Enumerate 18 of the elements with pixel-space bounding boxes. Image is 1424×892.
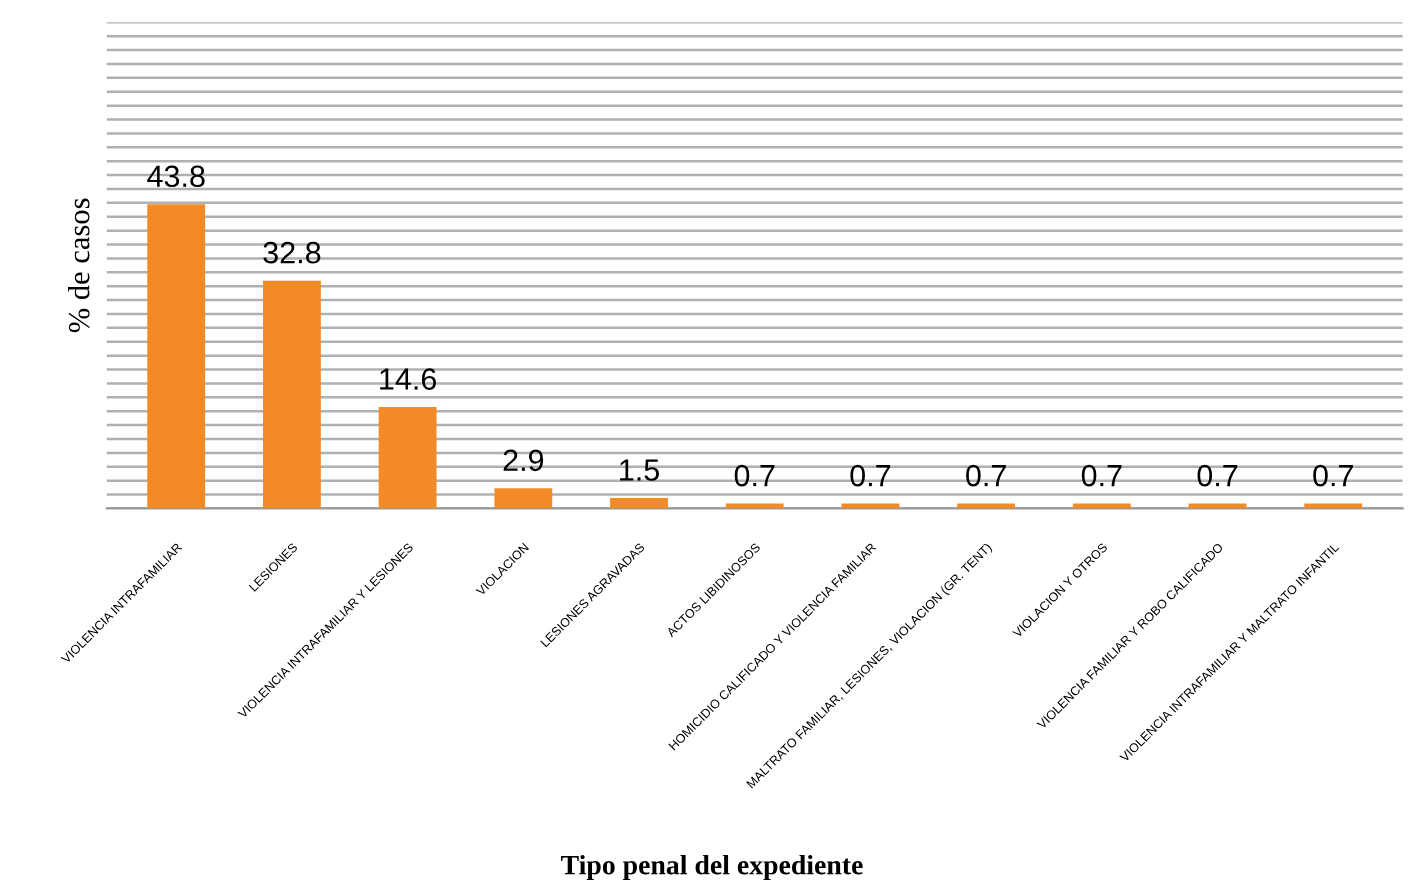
y-axis-title: % de casos [67,198,90,333]
data-label: 0.7 [1081,464,1122,487]
data-label: 32.8 [263,241,321,264]
data-label: 2.9 [503,449,544,472]
bar [147,204,206,509]
data-label: 43.8 [147,165,205,188]
data-label: 14.6 [380,368,437,390]
x-axis-title: Tipo penal del expediente [561,854,863,881]
bar [262,280,321,509]
data-label: 0.7 [850,464,891,487]
data-label: 0.7 [1197,464,1238,487]
bar [494,488,553,509]
bar [610,498,668,509]
data-label: 0.7 [966,464,1006,487]
data-label: 0.7 [734,464,775,487]
data-label: 1.5 [620,459,659,481]
data-label: 0.7 [1313,464,1353,487]
bar [378,407,437,509]
